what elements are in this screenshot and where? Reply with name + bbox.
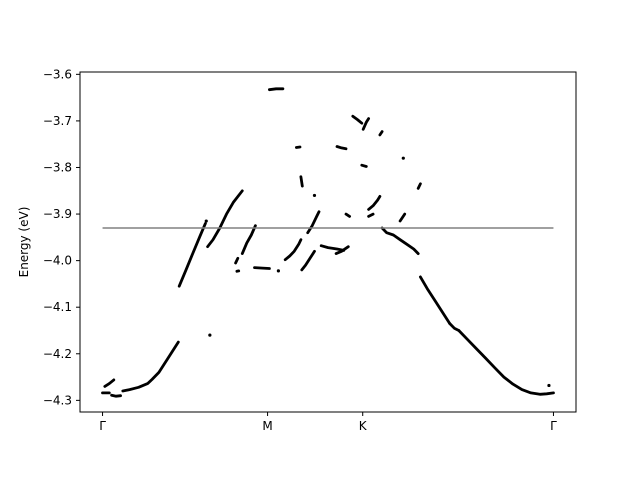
band-segment [294, 145, 302, 149]
band-segment [351, 114, 364, 125]
x-tick-label: Γ [550, 419, 557, 433]
y-tick-label: −3.9 [43, 207, 72, 221]
band-segment [103, 378, 116, 388]
band-segment [283, 238, 303, 262]
band-segment [378, 130, 384, 137]
band-segment [267, 87, 285, 92]
band-segment [360, 163, 368, 168]
band-segment [234, 256, 240, 265]
band-segment [206, 189, 244, 249]
band-segment [416, 182, 422, 190]
band-segment [367, 194, 382, 211]
band-point [401, 156, 405, 160]
band-segment [380, 226, 420, 256]
band-point [276, 269, 280, 273]
y-tick-label: −4.2 [43, 347, 72, 361]
band-segment [300, 249, 316, 272]
band-segment [177, 221, 207, 288]
band-segment [121, 340, 180, 393]
band-segment [299, 175, 304, 188]
band-point [547, 383, 551, 388]
y-tick-label: −4.0 [43, 254, 72, 268]
y-tick-label: −3.8 [43, 160, 72, 174]
y-tick-label: −3.6 [43, 67, 72, 81]
band-segment [448, 322, 461, 332]
band-segment [110, 393, 122, 398]
band-segment [334, 245, 350, 256]
y-tick-label: −3.7 [43, 114, 72, 128]
band-point [312, 193, 317, 198]
band-point [208, 333, 212, 337]
band-segment [344, 212, 352, 218]
plot-frame [79, 71, 577, 413]
y-tick-label: −4.3 [43, 393, 72, 407]
x-tick-label: K [359, 419, 368, 433]
band-point [204, 219, 208, 223]
band-segment [253, 266, 271, 270]
y-tick-label: −4.1 [43, 300, 72, 314]
band-segment [398, 212, 407, 223]
x-tick-label: Γ [99, 419, 106, 433]
band-segment [457, 329, 555, 396]
band-segment [418, 275, 452, 325]
band-segment [240, 224, 257, 256]
band-segment [361, 117, 371, 131]
y-axis-label: Energy (eV) [17, 207, 31, 278]
band-segment [306, 210, 321, 235]
band-segment [335, 145, 348, 151]
x-tick-label: M [262, 419, 272, 433]
chart-marks [101, 87, 555, 398]
band-segment [367, 212, 375, 218]
y-axis-ticks: −3.6 −3.7 −3.8 −3.9 −4.0 −4.1 −4.2 −4.3 [43, 67, 80, 407]
band-segment [319, 244, 346, 252]
